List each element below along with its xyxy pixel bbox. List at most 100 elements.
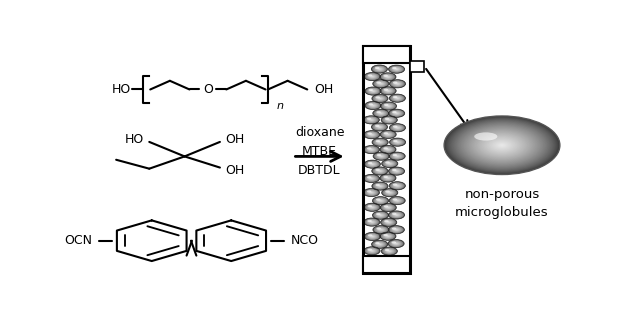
Circle shape bbox=[396, 113, 398, 114]
Circle shape bbox=[482, 135, 522, 155]
Circle shape bbox=[378, 98, 382, 99]
Circle shape bbox=[392, 67, 401, 71]
Circle shape bbox=[393, 140, 398, 142]
Circle shape bbox=[380, 215, 382, 216]
Circle shape bbox=[377, 214, 384, 217]
Circle shape bbox=[389, 109, 404, 117]
Circle shape bbox=[495, 142, 509, 149]
Circle shape bbox=[453, 121, 551, 170]
Circle shape bbox=[394, 242, 398, 245]
Bar bbox=[363, 46, 410, 63]
Circle shape bbox=[391, 95, 404, 102]
Circle shape bbox=[391, 124, 404, 131]
Circle shape bbox=[394, 155, 400, 158]
Circle shape bbox=[372, 65, 387, 73]
Bar bbox=[363, 46, 410, 273]
Circle shape bbox=[385, 161, 395, 166]
Circle shape bbox=[391, 139, 404, 145]
Circle shape bbox=[484, 136, 520, 154]
Circle shape bbox=[365, 87, 381, 95]
Circle shape bbox=[387, 177, 389, 178]
Circle shape bbox=[378, 82, 384, 85]
Circle shape bbox=[379, 214, 382, 216]
Circle shape bbox=[372, 197, 389, 205]
Circle shape bbox=[386, 133, 390, 136]
Circle shape bbox=[377, 199, 385, 203]
Text: OCN: OCN bbox=[64, 234, 92, 247]
Circle shape bbox=[392, 154, 402, 159]
Circle shape bbox=[460, 124, 544, 167]
Circle shape bbox=[392, 96, 403, 101]
Circle shape bbox=[473, 131, 530, 159]
Circle shape bbox=[396, 98, 398, 99]
Circle shape bbox=[369, 75, 375, 78]
Text: HO: HO bbox=[125, 133, 144, 147]
Circle shape bbox=[396, 127, 399, 129]
Circle shape bbox=[480, 134, 523, 156]
Circle shape bbox=[391, 66, 403, 72]
Circle shape bbox=[486, 137, 518, 153]
Circle shape bbox=[372, 90, 374, 91]
Circle shape bbox=[391, 153, 403, 159]
Circle shape bbox=[472, 130, 532, 160]
Circle shape bbox=[384, 234, 392, 238]
Circle shape bbox=[458, 123, 546, 167]
Circle shape bbox=[390, 153, 404, 160]
Circle shape bbox=[387, 149, 389, 150]
Circle shape bbox=[463, 126, 541, 165]
Circle shape bbox=[379, 142, 381, 143]
Circle shape bbox=[379, 244, 380, 245]
Circle shape bbox=[375, 153, 387, 159]
Circle shape bbox=[365, 204, 379, 211]
Circle shape bbox=[382, 175, 394, 181]
Circle shape bbox=[382, 219, 395, 225]
Circle shape bbox=[500, 144, 504, 147]
Circle shape bbox=[373, 80, 389, 88]
Circle shape bbox=[375, 125, 384, 129]
Circle shape bbox=[384, 147, 392, 152]
Circle shape bbox=[454, 121, 549, 169]
Circle shape bbox=[384, 190, 396, 196]
Circle shape bbox=[380, 145, 396, 154]
Circle shape bbox=[383, 132, 393, 137]
Circle shape bbox=[368, 249, 372, 251]
Circle shape bbox=[367, 118, 372, 120]
Circle shape bbox=[396, 142, 399, 143]
Circle shape bbox=[387, 250, 391, 252]
Circle shape bbox=[367, 102, 379, 109]
Circle shape bbox=[368, 205, 372, 207]
Circle shape bbox=[389, 211, 404, 219]
Circle shape bbox=[375, 96, 385, 101]
Circle shape bbox=[364, 203, 380, 211]
Circle shape bbox=[367, 176, 375, 180]
Circle shape bbox=[383, 117, 396, 123]
Circle shape bbox=[364, 116, 379, 123]
Circle shape bbox=[388, 163, 392, 165]
Circle shape bbox=[387, 106, 389, 107]
Circle shape bbox=[377, 141, 383, 144]
Circle shape bbox=[448, 118, 556, 172]
Circle shape bbox=[368, 205, 376, 209]
Circle shape bbox=[364, 218, 380, 226]
Circle shape bbox=[364, 131, 380, 139]
Circle shape bbox=[368, 133, 376, 137]
Circle shape bbox=[385, 249, 393, 253]
Circle shape bbox=[389, 167, 404, 175]
Circle shape bbox=[382, 74, 394, 80]
Circle shape bbox=[379, 127, 380, 128]
Circle shape bbox=[385, 191, 394, 195]
Circle shape bbox=[372, 182, 388, 190]
Circle shape bbox=[492, 140, 511, 150]
Circle shape bbox=[378, 185, 382, 187]
Circle shape bbox=[493, 141, 511, 150]
Circle shape bbox=[367, 132, 372, 135]
Circle shape bbox=[364, 247, 380, 255]
Circle shape bbox=[480, 134, 524, 156]
Circle shape bbox=[367, 162, 377, 167]
Circle shape bbox=[390, 182, 404, 189]
Circle shape bbox=[376, 184, 384, 188]
Circle shape bbox=[380, 87, 396, 95]
Circle shape bbox=[366, 102, 380, 109]
Circle shape bbox=[363, 188, 380, 197]
Circle shape bbox=[377, 82, 385, 86]
